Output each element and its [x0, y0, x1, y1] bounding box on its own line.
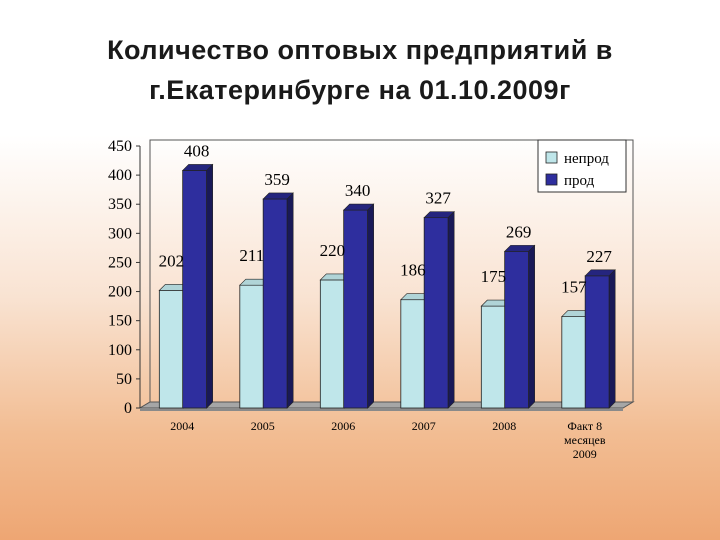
x-category-label: 2006 [331, 419, 355, 433]
chart-floor-edge [140, 408, 623, 411]
data-label-прод: 327 [425, 189, 451, 208]
bar-side [608, 269, 616, 409]
y-tick-label: 300 [108, 225, 132, 242]
x-category-label: 2004 [170, 419, 194, 433]
bar-прод [503, 244, 536, 409]
bar-front [480, 305, 506, 409]
y-tick-label: 450 [108, 138, 132, 155]
bars [158, 163, 616, 409]
bar-прод [342, 203, 375, 409]
bar-side [206, 163, 213, 409]
bar-front [239, 284, 265, 409]
data-label-непрод: 186 [400, 261, 426, 280]
y-tick-label: 350 [108, 196, 132, 213]
bar-front [158, 289, 184, 409]
bar-front [343, 209, 369, 409]
bar-side [367, 203, 374, 409]
y-axis: 0 50 100 150 200 250 300 350 400 450 [108, 138, 141, 417]
bar-прод [262, 192, 294, 409]
y-tick-label: 200 [108, 284, 132, 301]
bar-front [262, 198, 288, 409]
bar-front [504, 250, 530, 409]
bar-front [423, 217, 449, 409]
bar-side [528, 244, 535, 409]
data-label-непрод: 175 [481, 267, 507, 286]
legend-swatch [545, 173, 558, 186]
legend-swatch [545, 151, 558, 164]
bar-front [319, 279, 345, 409]
bar-side [286, 192, 294, 409]
bar-front [182, 170, 208, 409]
x-category-label: 2005 [251, 419, 275, 433]
data-label-прод: 408 [184, 141, 210, 160]
y-tick-label: 150 [108, 313, 132, 330]
bar-side [447, 210, 455, 409]
chart-floor [138, 401, 635, 409]
y-tick-label: 250 [108, 254, 132, 271]
bar-front [561, 316, 587, 409]
chart-title-line-1: Количество оптовых предприятий в [107, 35, 613, 65]
y-tick-label: 50 [116, 371, 132, 388]
data-label-непрод: 202 [159, 251, 185, 270]
legend: непрод прод [537, 139, 627, 193]
x-category-label: Факт 8 месяцев 2009 [564, 419, 606, 461]
data-label-прод: 269 [506, 222, 532, 241]
bar-прод [181, 163, 214, 409]
x-category-label: 2007 [412, 419, 436, 433]
bar-прод [423, 210, 455, 409]
bar-прод [584, 269, 616, 409]
bar-front [400, 299, 426, 409]
legend-label: прод [564, 173, 595, 189]
y-tick-label: 400 [108, 167, 132, 184]
legend-label: непрод [564, 151, 609, 167]
x-axis: 2004 2005 2006 2007 2008 Факт 8 месяцев 2009 [170, 419, 606, 461]
data-label-непрод: 157 [561, 278, 587, 297]
data-label-прод: 340 [345, 181, 371, 200]
bar-front [584, 275, 610, 409]
x-category-label: 2008 [492, 419, 516, 433]
data-labels: 202 211 220 186 175 157 408 359 340 327 269 227 [159, 141, 613, 296]
chart-title: Количество оптовых предприятий в г.Екате… [0, 30, 720, 110]
data-label-прод: 227 [586, 247, 612, 266]
data-label-непрод: 211 [239, 246, 264, 265]
y-tick-label: 0 [124, 400, 132, 417]
y-tick-label: 100 [108, 342, 132, 359]
data-label-непрод: 220 [320, 241, 346, 260]
chart-title-line-2: г.Екатеринбурге на 01.10.2009г [149, 75, 571, 105]
data-label-прод: 359 [264, 170, 290, 189]
